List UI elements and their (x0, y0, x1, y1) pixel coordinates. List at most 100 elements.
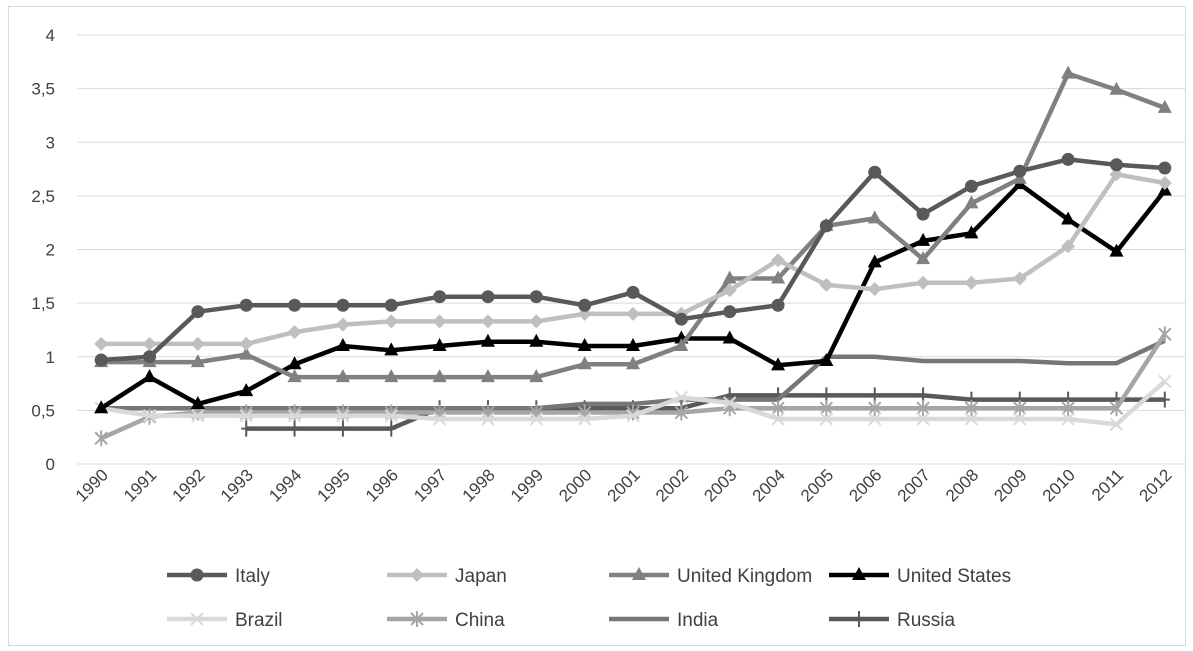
line-chart: 00,511,522,533,54 1990 1991 1992 1993 1994 19… (31, 26, 1189, 631)
x-tick-label: 2008 (942, 465, 982, 505)
data-point-italy (529, 290, 543, 304)
legend-label: United Kingdom (677, 566, 812, 587)
data-point-china (1158, 326, 1172, 343)
data-point-united-states (577, 338, 592, 352)
y-tick-label: 1 (46, 348, 55, 367)
legend-label: Russia (897, 610, 956, 631)
data-point-united-kingdom (432, 369, 447, 383)
legend-label: China (455, 610, 505, 631)
x-tick-label: 1997 (410, 465, 450, 505)
data-point-united-kingdom (335, 369, 350, 383)
x-tick-label: 2011 (1088, 465, 1127, 504)
data-point-brazil (722, 396, 737, 410)
data-point-united-states (867, 254, 882, 268)
data-point-united-kingdom (1061, 65, 1076, 79)
data-point-united-states (335, 338, 350, 352)
data-point-united-states (1109, 243, 1124, 257)
data-point-brazil (384, 409, 398, 423)
legend-label: India (677, 610, 719, 631)
y-tick-label: 3 (46, 133, 55, 152)
series-united-kingdom (94, 65, 1172, 383)
data-point-italy (723, 305, 737, 319)
data-point-japan (771, 253, 786, 268)
data-point-brazil (336, 409, 350, 423)
data-point-united-states (94, 400, 109, 414)
data-point-italy (336, 298, 350, 312)
data-point-united-kingdom (529, 369, 544, 383)
data-point-japan (819, 277, 834, 292)
data-point-united-states (916, 232, 931, 246)
data-point-united-kingdom (1157, 99, 1172, 113)
data-point-united-kingdom (916, 251, 931, 265)
data-point-brazil (964, 412, 979, 426)
series-line-united-kingdom (101, 71, 1166, 380)
y-tick-label: 1,5 (31, 294, 55, 313)
data-point-brazil (432, 412, 447, 426)
data-point-italy (94, 353, 108, 367)
data-point-brazil (1109, 417, 1124, 432)
data-point-japan (142, 336, 157, 351)
legend-item-united-states: United States (829, 566, 1011, 587)
data-point-china (1109, 400, 1124, 417)
data-point-japan (1061, 239, 1076, 254)
data-point-brazil (529, 412, 544, 426)
legend-marker (410, 611, 424, 627)
x-tick-label: 2007 (894, 465, 934, 505)
x-tick-label: 2010 (1039, 465, 1079, 505)
y-tick-label: 4 (46, 26, 55, 45)
x-tick-label: 2003 (700, 465, 740, 505)
data-point-china (1013, 400, 1027, 417)
data-point-italy (143, 350, 157, 364)
data-point-china (819, 400, 834, 417)
data-point-italy (578, 298, 592, 312)
data-point-italy (433, 290, 447, 304)
data-point-united-kingdom (239, 346, 254, 360)
x-tick-label: 1999 (507, 465, 547, 505)
data-point-italy (626, 285, 640, 299)
x-axis: 1990 1991 1992 1993 1994 1995 1996 1997 1998 1999… (72, 465, 1176, 505)
data-point-china (964, 400, 979, 417)
series-japan (94, 167, 1172, 351)
data-point-united-states (722, 330, 737, 344)
x-tick-label: 2012 (1135, 465, 1175, 505)
legend-marker (410, 568, 424, 582)
legend-item-china: China (387, 610, 505, 631)
data-point-united-kingdom (964, 195, 979, 209)
x-tick-label: 1991 (120, 465, 160, 505)
series-group (94, 65, 1172, 447)
data-point-united-kingdom (1109, 81, 1124, 95)
data-point-brazil (577, 412, 592, 426)
data-point-japan (287, 325, 302, 340)
data-point-brazil (1158, 374, 1172, 389)
data-point-united-states (480, 333, 495, 347)
data-point-italy (239, 298, 253, 312)
data-point-united-states (384, 342, 399, 356)
data-point-italy (1109, 158, 1123, 172)
x-tick-label: 1993 (217, 465, 257, 505)
data-point-japan (964, 275, 979, 290)
data-point-japan (916, 275, 931, 290)
data-point-japan (190, 336, 205, 351)
data-point-china (916, 400, 930, 417)
data-point-japan (529, 314, 544, 329)
legend-label: United States (897, 566, 1011, 587)
data-point-china (1061, 400, 1075, 417)
data-point-japan (94, 336, 109, 351)
data-point-united-states (626, 338, 640, 352)
x-tick-label: 1995 (314, 465, 354, 505)
data-point-brazil (868, 412, 882, 426)
data-point-china (868, 400, 882, 417)
data-point-brazil (916, 412, 930, 426)
data-point-japan (1109, 167, 1124, 182)
data-point-united-states (771, 357, 786, 371)
data-point-japan (626, 306, 640, 321)
data-point-brazil (1013, 412, 1027, 426)
data-point-united-states (1061, 211, 1076, 225)
data-point-united-kingdom (626, 356, 640, 370)
legend-item-brazil: Brazil (167, 610, 283, 631)
data-point-japan (722, 283, 737, 298)
data-point-italy (771, 298, 785, 312)
data-point-japan (384, 314, 399, 329)
data-point-united-states (190, 395, 205, 409)
data-point-united-kingdom (867, 210, 882, 224)
